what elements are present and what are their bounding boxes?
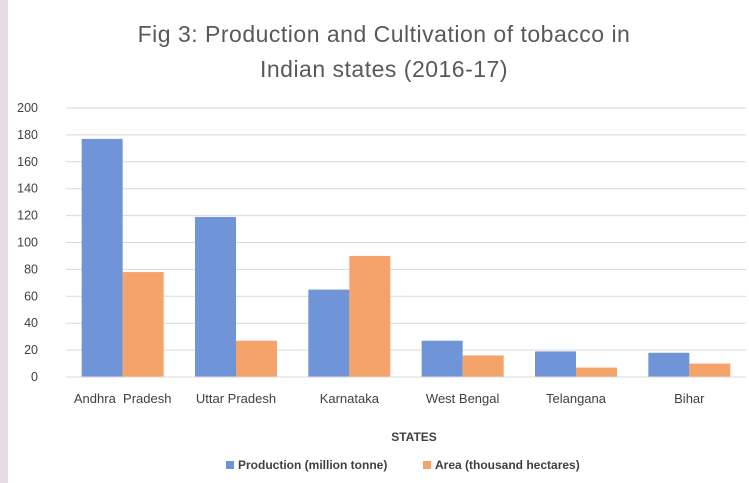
bar-area [349, 255, 391, 377]
bar-area [576, 367, 617, 377]
x-axis-title: STATES [391, 430, 437, 444]
bar-production [195, 216, 236, 377]
y-tick-label: 200 [17, 101, 38, 115]
x-category-label: Bihar [674, 391, 705, 406]
legend-swatch-area [423, 461, 431, 469]
bar-production [648, 352, 690, 377]
gridlines [66, 107, 746, 351]
bar-area [689, 363, 731, 377]
chart-title-line-1: Fig 3: Production and Cultivation of tob… [138, 21, 631, 47]
y-axis-ticks: 0 20 40 60 80 100 120 140 160 180 200 [17, 101, 38, 384]
bar-area [122, 272, 164, 377]
y-tick-label: 120 [17, 209, 38, 223]
chart-title-line-2: Indian states (2016-17) [260, 56, 508, 82]
legend-label-area: Area (thousand hectares) [435, 458, 580, 472]
x-category-label: Telangana [546, 391, 607, 406]
bar-production [535, 351, 576, 377]
legend-swatch-production [226, 461, 234, 469]
bar-area [236, 340, 277, 377]
y-tick-label: 0 [31, 370, 38, 384]
y-tick-label: 60 [24, 289, 38, 303]
bar-production [308, 289, 350, 377]
bars [81, 138, 731, 377]
y-tick-label: 100 [17, 236, 38, 250]
y-tick-label: 80 [24, 262, 38, 276]
x-category-label: West Bengal [426, 391, 500, 406]
chart-frame: Fig 3: Production and Cultivation of tob… [8, 0, 749, 483]
x-category-label: Karnataka [320, 391, 380, 406]
bar-chart: Fig 3: Production and Cultivation of tob… [17, 21, 746, 472]
y-tick-label: 180 [17, 128, 38, 142]
y-tick-label: 40 [24, 316, 38, 330]
bar-production [421, 340, 463, 377]
bar-production [81, 138, 123, 377]
legend: Production (million tonne) Area (thousan… [226, 458, 580, 472]
x-category-label: Uttar Pradesh [196, 391, 276, 406]
category-labels: Andhra Pradesh Uttar Pradesh Karnataka West… [74, 391, 705, 406]
legend-label-production: Production (million tonne) [238, 458, 387, 472]
y-tick-label: 140 [17, 182, 38, 196]
bar-area [462, 355, 504, 377]
y-tick-label: 160 [17, 155, 38, 169]
y-tick-label: 20 [24, 343, 38, 357]
x-category-label: Andhra Pradesh [74, 391, 172, 406]
